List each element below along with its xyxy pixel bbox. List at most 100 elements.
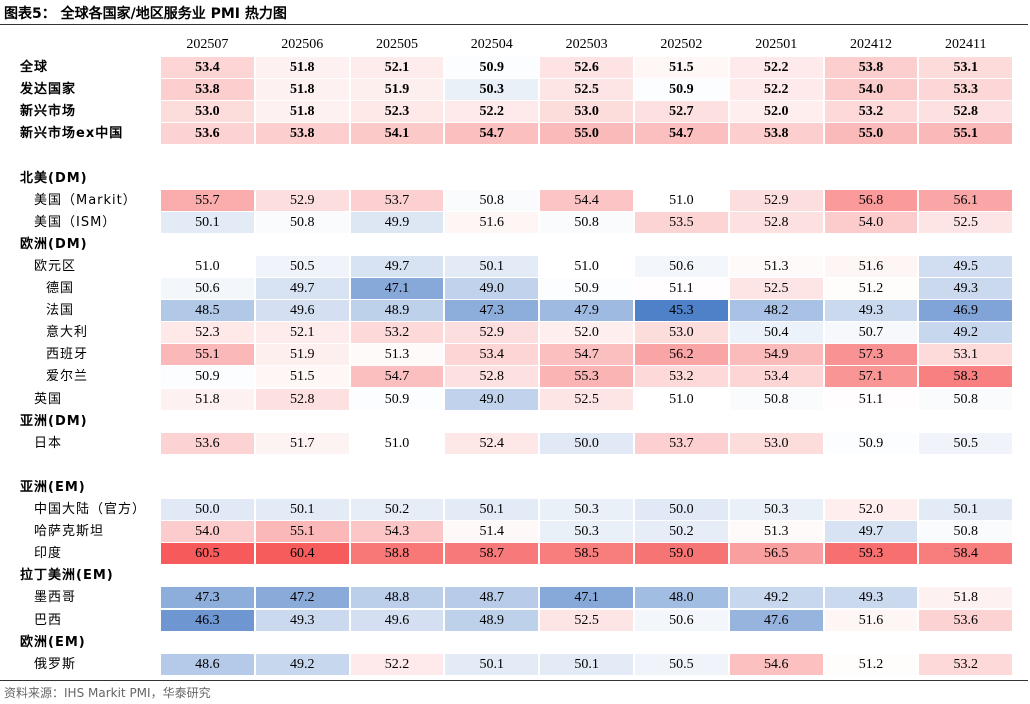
heatmap-cell: 51.9 (255, 344, 349, 366)
heatmap-cell: 49.3 (919, 278, 1013, 299)
heatmap-cell: 50.1 (445, 255, 539, 277)
heatmap-cell: 56.5 (729, 543, 823, 565)
heatmap-cell: 49.9 (350, 211, 444, 233)
heatmap-cell: 52.8 (729, 211, 823, 233)
heatmap-cell: 53.2 (635, 366, 728, 388)
heatmap-cell: 52.3 (350, 101, 444, 123)
heatmap-cell: 47.3 (445, 300, 539, 322)
heatmap-cell: 54.0 (824, 79, 918, 101)
heatmap-cell: 58.8 (350, 543, 444, 565)
heatmap-cell: 53.6 (161, 432, 254, 454)
heatmap-cell: 50.3 (729, 499, 823, 520)
column-header: 202506 (281, 37, 324, 52)
heatmap-cell: 51.8 (255, 57, 349, 78)
heatmap-cell: 50.8 (540, 211, 633, 233)
heatmap-cell: 53.2 (824, 101, 918, 123)
heatmap-cell: 54.1 (350, 123, 444, 145)
heatmap-cell: 47.3 (161, 587, 254, 609)
heatmap-cell: 52.9 (729, 189, 823, 211)
heatmap-cell: 55.1 (255, 521, 349, 543)
heatmap-cell: 47.1 (540, 587, 633, 609)
heatmap-cell: 53.5 (635, 211, 728, 233)
heatmap-cell: 52.2 (350, 653, 444, 675)
heatmap-cell: 52.7 (635, 101, 728, 123)
heatmap-cell: 51.2 (824, 278, 918, 299)
heatmap-cell: 54.6 (729, 653, 823, 675)
heatmap-cell: 49.7 (824, 521, 918, 543)
row-label: 法国 (46, 303, 75, 319)
row-label: 美国（Markit） (34, 192, 137, 208)
heatmap-cell: 53.2 (350, 322, 444, 344)
heatmap-cell: 54.0 (161, 521, 254, 543)
heatmap-cell: 48.8 (350, 587, 444, 609)
heatmap-cell: 49.3 (255, 609, 349, 631)
heatmap-cell: 56.8 (824, 189, 918, 211)
heatmap-cell: 54.7 (445, 123, 539, 145)
heatmap-cell: 51.0 (540, 255, 633, 277)
row-label: 墨西哥 (34, 590, 77, 606)
heatmap-cell: 52.3 (161, 322, 254, 344)
heatmap-cell: 50.9 (540, 278, 633, 299)
heatmap-cell: 50.1 (255, 499, 349, 520)
heatmap-cell: 52.2 (729, 57, 823, 78)
heatmap-cell: 56.2 (635, 344, 728, 366)
heatmap-cell: 51.8 (919, 587, 1013, 609)
row-label: 俄罗斯 (34, 656, 77, 672)
row-label: 全球 (20, 60, 49, 75)
row-label: 爱尔兰 (46, 369, 89, 385)
column-header: 202502 (660, 37, 703, 52)
heatmap-cell: 52.0 (729, 101, 823, 123)
region-group-label: 欧洲(DM) (20, 236, 88, 252)
heatmap-cell: 57.3 (824, 344, 918, 366)
heatmap-cell: 60.4 (255, 543, 349, 565)
heatmap-cell: 52.0 (824, 499, 918, 520)
heatmap-cell: 54.7 (350, 366, 444, 388)
heatmap-cell: 50.1 (919, 499, 1013, 520)
heatmap-cell: 48.6 (161, 653, 254, 675)
region-group-label: 亚洲(DM) (20, 413, 88, 429)
heatmap-cell: 55.1 (161, 344, 254, 366)
heatmap-cell: 50.9 (445, 57, 539, 78)
heatmap-cell: 53.4 (445, 344, 539, 366)
heatmap-cell: 54.3 (350, 521, 444, 543)
heatmap-cell: 56.1 (919, 189, 1013, 211)
heatmap-cell: 52.2 (445, 101, 539, 123)
heatmap-cell: 50.5 (255, 255, 349, 277)
heatmap-cell: 55.0 (540, 123, 633, 145)
heatmap-cell: 50.2 (350, 499, 444, 520)
heatmap-cell: 52.1 (350, 57, 444, 78)
heatmap-cell: 55.1 (919, 123, 1013, 145)
heatmap-cell: 48.2 (729, 300, 823, 322)
heatmap-cell: 51.0 (350, 432, 444, 454)
heatmap-cell: 51.4 (445, 521, 539, 543)
heatmap-cell: 54.4 (540, 189, 633, 211)
heatmap-cell: 51.3 (729, 521, 823, 543)
heatmap-cell: 50.5 (919, 432, 1013, 454)
column-header: 202507 (186, 37, 229, 52)
heatmap-cell: 51.1 (635, 278, 728, 299)
heatmap-cell: 52.5 (540, 609, 633, 631)
heatmap-cell: 52.8 (919, 101, 1013, 123)
heatmap-cell: 48.5 (161, 300, 254, 322)
heatmap-cell: 55.7 (161, 189, 254, 211)
heatmap-cell: 55.3 (540, 366, 633, 388)
heatmap-cell: 53.0 (729, 432, 823, 454)
row-label: 中国大陆（官方） (34, 502, 147, 517)
heatmap-cell: 50.7 (824, 322, 918, 344)
heatmap-cell: 47.6 (729, 609, 823, 631)
column-header: 202501 (755, 37, 798, 52)
heatmap-cell: 53.3 (919, 79, 1013, 101)
column-header: 202412 (849, 37, 892, 52)
heatmap-cell: 53.0 (161, 101, 254, 123)
heatmap-cell: 52.8 (445, 366, 539, 388)
column-header: 202503 (565, 37, 608, 52)
heatmap-cell: 49.6 (255, 300, 349, 322)
heatmap-cell: 51.5 (635, 57, 728, 78)
heatmap-cell: 52.5 (540, 388, 633, 410)
heatmap-cell: 49.7 (350, 255, 444, 277)
heatmap-cell: 49.2 (919, 322, 1013, 344)
heatmap-cell: 50.3 (540, 521, 633, 543)
heatmap-cell: 52.9 (445, 322, 539, 344)
heatmap-cell: 51.0 (161, 255, 254, 277)
heatmap-cell: 50.8 (919, 388, 1013, 410)
